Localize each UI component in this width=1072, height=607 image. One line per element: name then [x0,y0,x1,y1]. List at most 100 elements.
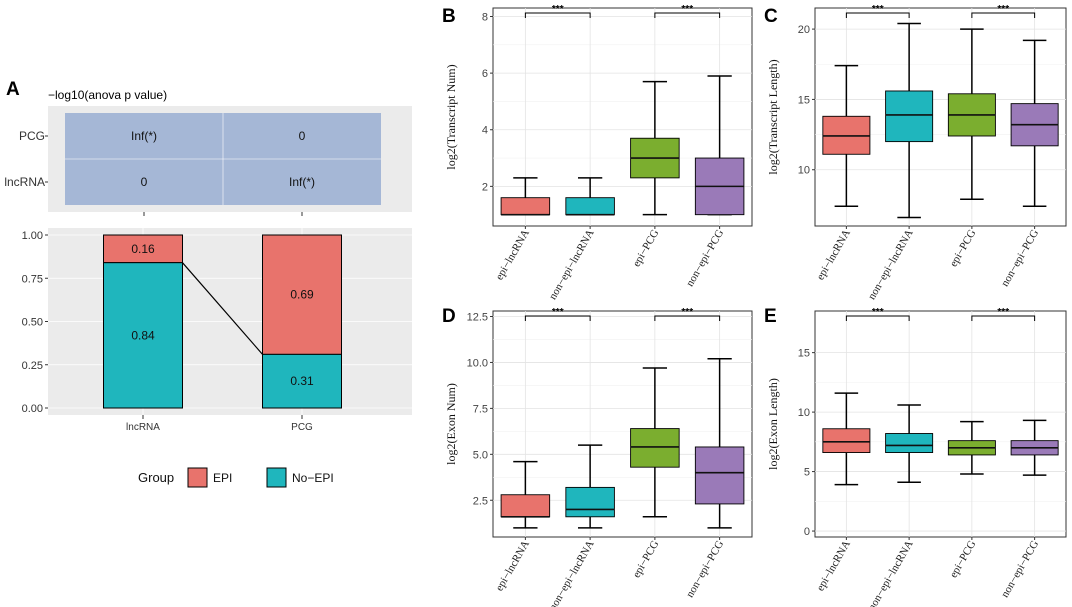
stacked-y-tick-label: 0.25 [22,360,43,372]
boxplot-panel-b: 2 4 6 8 *** *** epi−lncRNA non−epi−lncRNA epi−PC… [444,4,753,302]
heatmap-cell-value: Inf(*) [289,175,315,189]
boxplot-x-tick-label: epi−lncRNA [814,538,853,593]
boxplot-panel-d: 2.5 5.0 7.5 10.0 12.5 *** *** epi−lncRNA non−epi… [444,307,753,607]
box-1 [565,197,615,216]
boxplot-y-tick-label: 10 [798,407,810,419]
boxplot-x-tick-label: non−epi−PCG [684,538,726,599]
boxplot-x-tick-label: non−epi−PCG [999,538,1041,599]
boxplot-x-tick-label: epi−lncRNA [493,538,532,593]
box-1 [885,433,934,453]
boxplot-x-tick-label: non−epi−PCG [684,227,726,288]
boxplot-y-tick-label: 20 [798,24,810,36]
heatmap-row-label: PCG [19,129,45,143]
boxplot-x-tick-label: non−epi−PCG [999,227,1041,288]
boxplot-x-tick-label: epi−PCG [631,538,662,580]
stacked-x-tick-label: lncRNA [126,422,160,433]
boxplot-x-tick-label: non−epi−lncRNA [547,538,597,607]
boxplot-y-axis-title: log2(Exon Num) [444,383,458,465]
stacked-y-tick-label: 0.75 [22,273,43,285]
boxplot-x-tick-label: epi−lncRNA [493,227,532,282]
stacked-bar-label-epi: 0.16 [131,242,155,256]
boxplot-y-tick-label: 8 [482,11,488,23]
panel-label-d: D [442,306,456,327]
boxplot-x-tick-label: non−epi−lncRNA [547,227,597,301]
heatmap-cell-value: 0 [299,129,306,143]
box-1 [885,90,934,143]
heatmap-cell-value: Inf(*) [131,129,157,143]
significance-bracket [524,12,591,18]
boxplot-y-axis-title: log2(Exon Length) [766,378,780,470]
boxplot-x-tick-label: epi−PCG [948,538,979,580]
significance-bracket [845,315,910,321]
panel-label-b: B [442,6,456,27]
boxplot-x-tick-label: epi−PCG [631,227,662,269]
significance-bracket [524,315,591,321]
boxplot-y-tick-label: 12.5 [467,312,488,324]
significance-bracket [971,12,1036,18]
box-3 [694,446,745,505]
boxplot-y-tick-label: 10.0 [467,357,488,369]
boxplot-y-tick-label: 5 [804,467,810,479]
significance-label: *** [552,307,564,318]
stacked-connector-line [182,262,263,355]
stacked-bar-epi [103,234,183,264]
stacked-y-tick-label: 1.00 [22,230,43,242]
boxplot-y-tick-label: 0 [804,526,810,538]
stacked-bar-no-epi [103,262,183,409]
heatmap-row-label: lncRNA [4,175,45,189]
boxplot-panel-e: 0 5 10 15 *** *** epi−lncRNA non−epi−lncRNA epi−… [766,307,1067,607]
boxplot-y-tick-label: 6 [482,68,488,80]
box-2 [630,428,680,468]
legend-label: EPI [213,471,232,485]
boxplot-y-tick-label: 15 [798,94,810,106]
significance-label: *** [997,4,1009,15]
significance-bracket [845,12,910,18]
stacked-y-tick-label: 0.50 [22,317,43,329]
boxplot-x-tick-label: non−epi−lncRNA [866,538,916,607]
panel-label-e: E [764,306,777,327]
panel-label-c: C [764,6,778,27]
stacked-bar-label-no-epi: 0.84 [131,328,155,342]
box-0 [500,197,551,216]
panel-label-a: A [6,79,20,100]
significance-label: *** [681,4,693,15]
boxplot-panel-c: 10 15 20 *** *** epi−lncRNA non−epi−lncRNA epi−… [766,4,1067,302]
boxplot-frame [814,310,1067,538]
boxplot-y-tick-label: 10 [798,165,810,177]
boxplot-y-tick-label: 15 [798,348,810,360]
boxplot-y-axis-title: log2(Transcript Length) [766,59,780,174]
stacked-bar-label-no-epi: 0.31 [290,374,314,388]
boxplot-y-tick-label: 4 [482,125,488,137]
heatmap-title: −log10(anova p value) [48,88,167,102]
boxplot-y-tick-label: 2 [482,181,488,193]
boxplot-y-axis-title: log2(Transcript Num) [444,64,458,169]
boxplot-y-tick-label: 7.5 [473,403,488,415]
box-0 [500,494,551,518]
significance-bracket [654,12,721,18]
boxplot-y-tick-label: 2.5 [473,495,488,507]
significance-bracket [654,315,721,321]
stacked-bar-label-epi: 0.69 [290,288,314,302]
significance-bracket [971,315,1036,321]
boxplot-x-tick-label: epi−lncRNA [814,227,853,282]
legend-swatch [266,467,287,488]
stacked-y-tick-label: 0.00 [22,403,43,415]
significance-label: *** [872,4,884,15]
legend-swatch [187,467,208,488]
box-1 [565,486,615,518]
boxplot-x-tick-label: epi−PCG [948,227,979,269]
stacked-bar-epi [262,234,342,355]
box-0 [822,428,871,453]
legend-title: Group [138,470,174,485]
stacked-bar-no-epi [262,353,342,409]
boxplot-x-tick-label: non−epi−lncRNA [866,227,916,301]
significance-label: *** [681,307,693,318]
significance-label: *** [997,307,1009,318]
legend-label: No−EPI [292,471,334,485]
stacked-x-tick-label: PCG [291,422,313,433]
significance-label: *** [552,4,564,15]
heatmap-cell-value: 0 [141,175,148,189]
significance-label: *** [872,307,884,318]
boxplot-y-tick-label: 5.0 [473,449,488,461]
